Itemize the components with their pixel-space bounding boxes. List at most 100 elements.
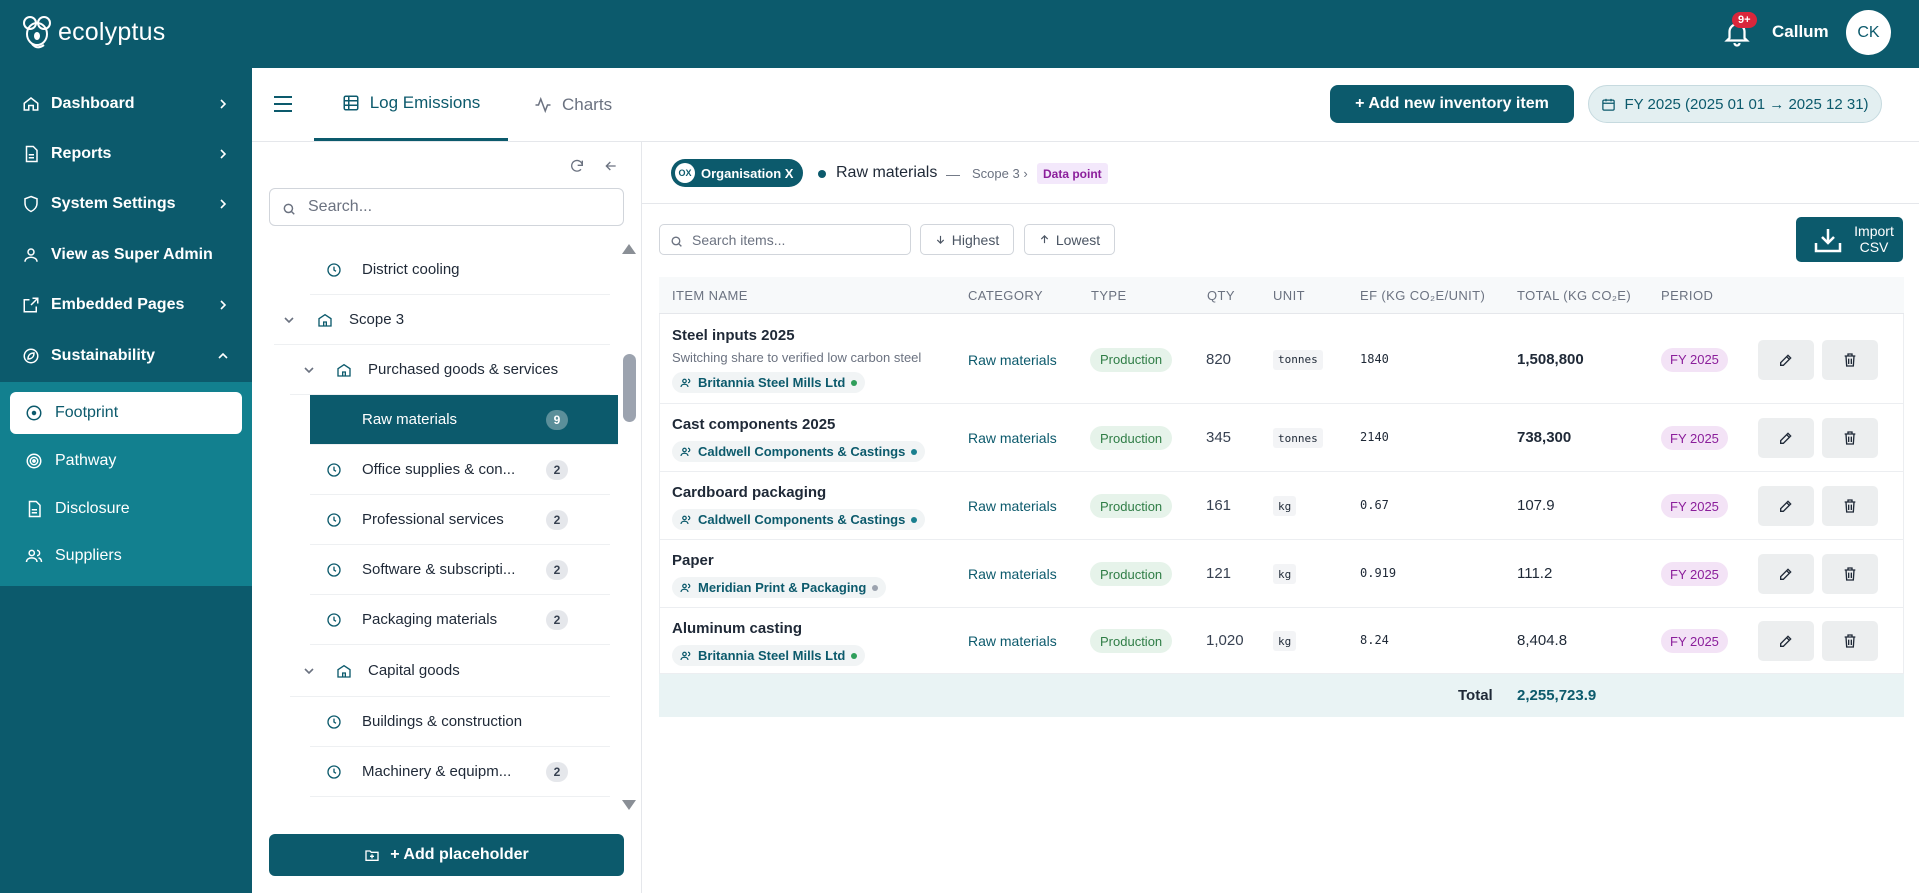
table-header [659, 277, 1904, 314]
scroll-up-arrow[interactable] [622, 244, 636, 254]
add-placeholder-button[interactable]: + Add placeholder [269, 834, 624, 876]
sidebar-item-suppliers[interactable]: Suppliers [10, 535, 242, 577]
org-chip[interactable]: OX Organisation X [671, 159, 804, 187]
edit-button[interactable] [1758, 418, 1814, 458]
item-category[interactable]: Raw materials [968, 498, 1057, 514]
item-name[interactable]: Cast components 2025 [672, 416, 836, 433]
delete-button[interactable] [1822, 621, 1878, 661]
item-category[interactable]: Raw materials [968, 430, 1057, 446]
period-label: FY 2025 (2025 01 01 → 2025 12 31) [1624, 95, 1869, 113]
sidebar-item-disclosure[interactable]: Disclosure [10, 488, 242, 530]
item-name[interactable]: Steel inputs 2025 [672, 327, 795, 344]
edit-button[interactable] [1758, 621, 1814, 661]
table-row[interactable] [659, 315, 1904, 404]
item-search-input[interactable] [692, 230, 902, 250]
import-csv-label: Import CSV [1852, 223, 1896, 255]
tree-item-label: Office supplies & con... [362, 461, 516, 478]
tree-item-purchased-goods[interactable]: Purchased goods & services [290, 345, 610, 395]
period-selector[interactable]: FY 2025 (2025 01 01 → 2025 12 31) [1588, 85, 1882, 123]
item-name[interactable]: Aluminum casting [672, 620, 803, 637]
user-name[interactable]: Callum [1772, 22, 1829, 41]
item-note: Switching share to verified low carbon s… [672, 350, 922, 365]
scrollbar-thumb[interactable] [623, 354, 636, 422]
type-badge: Production [1090, 494, 1173, 518]
supplier-chip[interactable]: Britannia Steel Mills Ltd [672, 645, 866, 666]
delete-button[interactable] [1822, 554, 1878, 594]
supplier-chip[interactable]: Caldwell Components & Castings [672, 509, 926, 530]
tree-search-input[interactable] [308, 195, 608, 219]
supplier-name: Meridian Print & Packaging [698, 580, 867, 595]
column-header-unit[interactable]: UNIT [1273, 288, 1305, 303]
column-header-type[interactable]: TYPE [1091, 288, 1127, 303]
column-header-category[interactable]: CATEGORY [968, 288, 1043, 303]
item-category[interactable]: Raw materials [968, 351, 1057, 368]
tree-search[interactable] [269, 188, 624, 226]
supplier-chip[interactable]: Britannia Steel Mills Ltd [672, 372, 866, 393]
edit-button[interactable] [1758, 486, 1814, 526]
sidebar-item-view-as-super-admin[interactable]: View as Super Admin [0, 235, 252, 275]
sidebar-item-embedded-pages[interactable]: Embedded Pages [0, 285, 252, 325]
edit-button[interactable] [1758, 339, 1814, 380]
column-header-qty[interactable]: QTY [1207, 288, 1235, 303]
column-header-ef[interactable]: EF (KG CO₂E/UNIT) [1360, 288, 1486, 303]
tree-item-packaging-materials[interactable]: Packaging materials 2 [310, 595, 610, 645]
table-row[interactable] [659, 540, 1904, 608]
tree-item-label: Scope 3 [349, 311, 405, 328]
item-search[interactable] [659, 224, 911, 255]
table-row[interactable] [659, 404, 1904, 472]
app-logo[interactable]: ecolyptus [22, 12, 165, 52]
tree-item-raw-materials[interactable]: Raw materials 9 [310, 395, 618, 445]
sidebar-item-footprint[interactable]: Footprint [10, 392, 242, 434]
delete-button[interactable] [1822, 486, 1878, 526]
breadcrumb-scope[interactable]: Scope 3 › [972, 166, 1028, 181]
tab-charts[interactable]: Charts [534, 68, 628, 141]
refresh-icon[interactable] [569, 158, 585, 174]
table-row[interactable] [659, 608, 1904, 674]
target-icon [26, 453, 42, 469]
tab-log-emissions[interactable]: Log Emissions [314, 68, 508, 141]
tree-item-office-supplies[interactable]: Office supplies & con... 2 [310, 445, 610, 495]
tree-item-software-subscriptions[interactable]: Software & subscripti... 2 [310, 545, 610, 595]
edit-icon [1780, 568, 1792, 580]
tree-item-capital-goods[interactable]: Capital goods [290, 645, 610, 697]
sidebar-item-dashboard[interactable]: Dashboard [0, 84, 252, 124]
delete-button[interactable] [1822, 339, 1878, 380]
tree-item-machinery-equipment[interactable]: Machinery & equipm... 2 [310, 747, 610, 797]
sort-lowest-button[interactable]: Lowest [1024, 224, 1115, 255]
tree-item-label: Packaging materials [362, 611, 498, 628]
scroll-down-arrow[interactable] [622, 800, 636, 810]
period-badge: FY 2025 [1661, 629, 1728, 653]
menu-icon[interactable] [273, 95, 293, 113]
item-category[interactable]: Raw materials [968, 566, 1057, 582]
add-inventory-item-button[interactable]: + Add new inventory item [1330, 85, 1574, 123]
tree-item-buildings-construction[interactable]: Buildings & construction [310, 697, 610, 747]
delete-button[interactable] [1822, 418, 1878, 458]
edit-button[interactable] [1758, 554, 1814, 594]
sidebar-item-system-settings[interactable]: System Settings [0, 184, 252, 224]
sidebar-item-sustainability[interactable]: Sustainability [0, 336, 252, 376]
import-csv-button[interactable]: Import CSV [1796, 217, 1903, 262]
unit-badge: kg [1273, 631, 1297, 651]
column-header-total[interactable]: TOTAL (KG CO₂E) [1517, 288, 1632, 303]
total-value: 2,255,723.9 [1517, 687, 1597, 704]
supplier-chip[interactable]: Caldwell Components & Castings [672, 441, 926, 462]
column-header-period[interactable]: PERIOD [1661, 288, 1714, 303]
item-category[interactable]: Raw materials [968, 633, 1057, 649]
supplier-chip[interactable]: Meridian Print & Packaging [672, 577, 887, 598]
chevron-right-icon [220, 199, 227, 209]
sidebar-item-reports[interactable]: Reports [0, 134, 252, 174]
collapse-panel-icon[interactable] [603, 158, 619, 174]
column-header-item-name[interactable]: ITEM NAME [672, 288, 748, 303]
avatar[interactable]: CK [1846, 10, 1891, 55]
tree-item-professional-services[interactable]: Professional services 2 [310, 495, 610, 545]
tree-item-scope-3[interactable]: Scope 3 [274, 295, 610, 345]
sidebar-item-pathway[interactable]: Pathway [10, 440, 242, 482]
sort-highest-button[interactable]: Highest [920, 224, 1014, 255]
item-name[interactable]: Paper [672, 552, 714, 569]
table-row[interactable] [659, 472, 1904, 540]
users-icon [680, 583, 691, 592]
tree-item-district-cooling[interactable]: District cooling [310, 245, 610, 295]
sort-highest-label: Highest [951, 231, 1000, 248]
item-name[interactable]: Cardboard packaging [672, 484, 827, 501]
top-bar [0, 0, 1919, 68]
